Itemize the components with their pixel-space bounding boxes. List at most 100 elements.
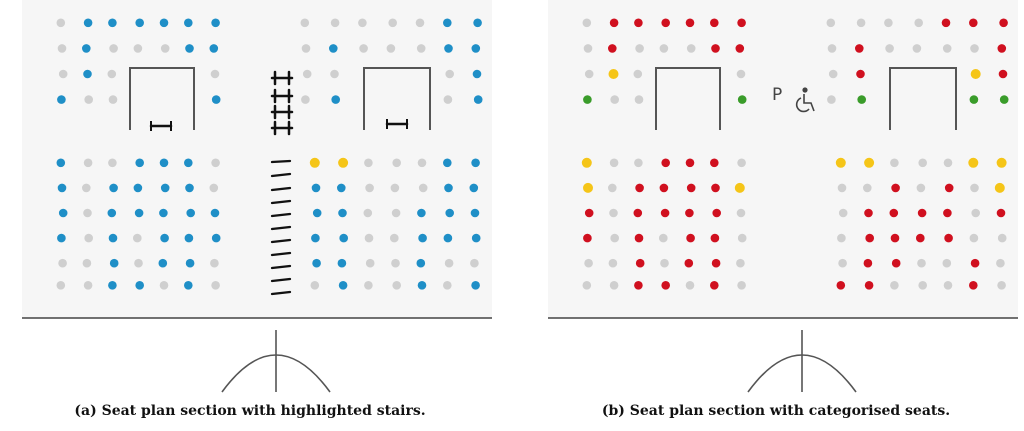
seat-top-right: [998, 69, 1008, 79]
seat-top-right: [388, 18, 398, 28]
seat-bottom-left: [710, 158, 719, 168]
seat-top-right: [445, 69, 455, 79]
seat-bottom-left: [211, 281, 220, 290]
seat-bottom-left: [661, 281, 670, 290]
seat-bottom-right: [363, 208, 373, 218]
seat-bottom-right: [837, 183, 847, 193]
seat-top-left: [737, 18, 746, 28]
seat-bottom-left: [659, 233, 668, 243]
seat-top-left: [57, 95, 66, 104]
seat-top-left: [57, 44, 67, 53]
seat-bottom-right: [836, 281, 846, 290]
seat-top-right: [997, 44, 1007, 53]
seat-top-right: [912, 44, 922, 53]
seat-bottom-left: [186, 208, 195, 218]
seat-bottom-left: [134, 258, 143, 268]
seat-bottom-right: [863, 258, 873, 268]
seat-bottom-left: [109, 258, 119, 268]
seat-top-left: [160, 44, 170, 53]
seat-bottom-right: [391, 258, 400, 268]
seat-top-right: [329, 44, 338, 53]
seat-bottom-right: [944, 183, 954, 193]
seat-top-right: [472, 69, 482, 79]
seat-bottom-left: [634, 158, 643, 168]
seat-bottom-right: [338, 281, 348, 290]
seat-bottom-left: [133, 233, 142, 243]
seat-bottom-left: [133, 183, 143, 193]
seat-bottom-right: [996, 258, 1005, 268]
seat-bottom-left: [82, 258, 92, 268]
seat-top-right: [331, 95, 341, 104]
vomitory-entrance-right: [363, 67, 431, 130]
seat-bottom-right: [443, 233, 453, 243]
seat-top-right: [416, 44, 426, 53]
seat-bottom-left: [56, 158, 66, 168]
seat-bottom-right: [471, 233, 481, 243]
seat-top-left: [635, 44, 644, 53]
seat-bottom-right: [942, 258, 952, 268]
seat-bottom-right: [943, 208, 952, 218]
seat-bottom-right: [469, 183, 479, 193]
seat-bottom-left: [660, 258, 669, 268]
seat-bottom-left: [159, 158, 169, 168]
seat-top-left: [609, 18, 619, 28]
seat-bottom-left: [635, 183, 644, 193]
seat-bottom-left: [634, 281, 643, 290]
seat-top-left: [735, 44, 745, 53]
seat-bottom-right: [365, 183, 374, 193]
seat-bottom-left: [633, 208, 643, 218]
seat-bottom-right: [969, 281, 978, 290]
seat-bottom-right: [891, 183, 900, 193]
seat-bottom-right: [365, 258, 375, 268]
seat-bottom-right: [970, 258, 980, 268]
stage-arc: [221, 354, 331, 393]
seat-bottom-left: [610, 233, 619, 243]
seat-top-left: [583, 95, 592, 104]
seat-bottom-right: [917, 258, 926, 268]
seat-top-right: [826, 18, 836, 28]
seat-bottom-left: [158, 258, 168, 268]
seat-bottom-right: [312, 258, 321, 268]
seat-bottom-left: [57, 183, 67, 193]
seat-top-left: [108, 95, 118, 104]
seat-top-left: [710, 18, 719, 28]
seat-bottom-left: [684, 258, 694, 268]
seat-bottom-right: [392, 281, 402, 290]
seat-top-right: [300, 18, 310, 28]
seat-top-left: [83, 18, 93, 28]
seat-top-right: [302, 69, 312, 79]
stair-step-left: [149, 121, 173, 131]
seat-bottom-right: [390, 183, 400, 193]
floor-background: [22, 0, 492, 318]
seat-top-right: [855, 44, 864, 53]
seat-top-left: [633, 69, 643, 79]
seat-bottom-left: [712, 208, 721, 218]
seat-top-left: [83, 69, 92, 79]
seat-top-left: [185, 44, 194, 53]
seat-bottom-left: [686, 183, 696, 193]
seat-bottom-right: [890, 158, 899, 168]
seat-bottom-right: [835, 157, 846, 168]
seat-bottom-left: [184, 281, 193, 290]
stair-step-right: [385, 119, 409, 129]
seat-bottom-left: [584, 208, 594, 218]
seat-bottom-right: [443, 158, 452, 168]
seat-bottom-right: [917, 208, 927, 218]
seat-top-right: [358, 18, 367, 28]
seat-top-left: [108, 18, 117, 28]
seat-top-left: [608, 69, 619, 79]
seat-top-right: [473, 95, 483, 104]
seat-top-right: [330, 18, 340, 28]
seat-bottom-right: [837, 233, 846, 243]
seat-bottom-left: [583, 182, 593, 193]
seat-bottom-left: [660, 208, 670, 218]
seat-bottom-left: [581, 157, 592, 168]
seat-top-left: [736, 69, 746, 79]
seat-bottom-right: [417, 281, 427, 290]
seat-bottom-right: [864, 208, 873, 218]
seat-bottom-left: [609, 208, 618, 218]
seat-top-left: [659, 44, 669, 53]
seat-bottom-left: [135, 281, 144, 290]
seat-bottom-left: [83, 158, 93, 168]
seat-bottom-right: [863, 183, 872, 193]
